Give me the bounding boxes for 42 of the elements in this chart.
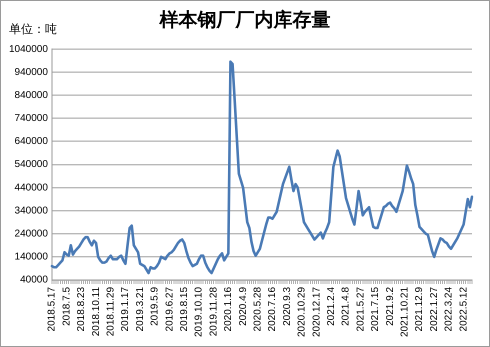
x-tick-label: 2019.6.27	[164, 286, 176, 332]
y-tick-label: 840000	[14, 90, 48, 101]
y-tick-label: 1040000	[8, 44, 48, 55]
x-tick-label: 2018.7.5	[61, 286, 72, 326]
y-tick-label: 940000	[14, 66, 48, 78]
x-tick-label: 2021.9.2	[384, 286, 396, 326]
x-tick-label: 2018.5.17	[46, 286, 58, 332]
x-tick-label: 2022.1.27	[428, 286, 440, 332]
y-tick-label: 40000	[20, 274, 48, 286]
x-tick-label: 2020.4.9	[238, 286, 249, 326]
x-tick-label: 2021.2.4	[326, 286, 338, 326]
x-tick-label: 2019.10.10	[194, 286, 205, 338]
y-tick-label: 540000	[14, 159, 48, 170]
x-tick-label: 2020.1.16	[223, 286, 234, 332]
x-tick-label: 2018.10.11	[90, 286, 102, 336]
x-tick-label: 2021.10.21	[400, 286, 411, 338]
x-tick-label: 2022.5.12	[458, 286, 470, 332]
x-tick-label: 2019.5.9	[150, 286, 161, 326]
x-tick-label: 2020.12.17	[311, 286, 322, 338]
x-tick-label: 2019.1.17	[120, 286, 132, 332]
x-tick-label: 2022.3.24	[444, 286, 455, 332]
x-tick-label: 2020.5.28	[252, 286, 264, 332]
x-tick-label: 2018.8.23	[76, 286, 88, 332]
y-tick-label: 340000	[14, 205, 48, 216]
x-tick-label: 2019.3.21	[134, 286, 146, 332]
y-axis-title: 单位：吨	[9, 21, 57, 38]
x-tick-label: 2021.4.8	[340, 286, 352, 326]
x-tick-label: 2021.5.27	[355, 286, 366, 332]
y-tick-label: 240000	[14, 228, 48, 240]
x-tick-label: 2018.11.29	[105, 286, 116, 336]
x-tick-label: 2020.10.29	[296, 286, 308, 338]
chart-title: 样本钢厂厂内库存量	[160, 9, 330, 31]
y-tick-label: 440000	[14, 182, 48, 194]
x-tick-label: 2019.8.15	[179, 286, 190, 332]
x-tick-label: 2020.9.3	[282, 286, 293, 326]
y-tick-label: 740000	[14, 113, 48, 124]
y-tick-label: 640000	[14, 136, 48, 148]
x-tick-label: 2021.12.9	[414, 286, 426, 332]
x-tick-label: 2019.11.28	[208, 286, 220, 336]
y-tick-label: 140000	[14, 252, 48, 263]
x-tick-label: 2020.7.16	[267, 286, 278, 332]
x-tick-label: 2021.7.15	[370, 286, 382, 332]
